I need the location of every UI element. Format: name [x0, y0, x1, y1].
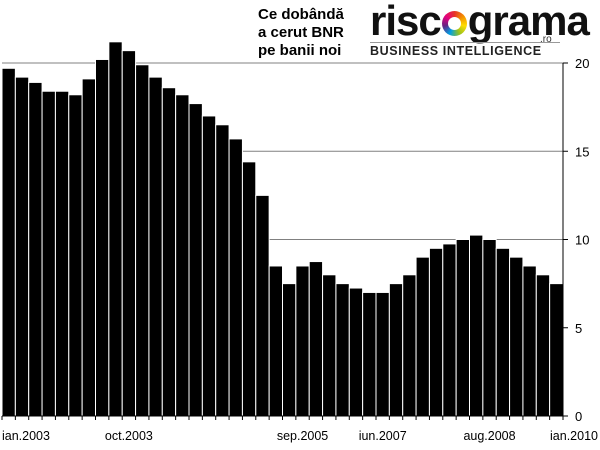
bar: [135, 64, 150, 417]
bar: [201, 115, 217, 417]
bar: [522, 265, 537, 417]
title-line-3: pe banii noi: [258, 42, 342, 59]
bar: [282, 283, 297, 417]
y-tick-label: 5: [575, 321, 582, 336]
logo-word-right: grama: [467, 0, 590, 44]
bar: [81, 78, 97, 417]
bar: [241, 161, 257, 417]
bar: [268, 265, 283, 417]
bar: [322, 274, 337, 417]
logo-tagline: BUSINESS INTELLIGENCE: [370, 44, 542, 58]
bar: [415, 256, 430, 417]
title-line-2: a cerut BNR: [258, 24, 344, 41]
bar: [161, 87, 177, 417]
bar: [388, 283, 404, 417]
logo-divider: [370, 42, 560, 43]
bar: [175, 94, 190, 417]
y-tick-label: 0: [575, 409, 582, 424]
bar: [215, 124, 230, 417]
y-tick-label: 20: [575, 56, 589, 71]
bar: [469, 234, 484, 417]
bar: [335, 283, 350, 417]
x-tick-label: sep.2005: [277, 429, 328, 443]
bar: [308, 261, 324, 417]
x-tick-label: iun.2007: [359, 429, 407, 443]
logo-wordmark: risc grama: [370, 0, 590, 44]
riscograma-logo: risc grama .ro BUSINESS INTELLIGENCE: [370, 0, 590, 60]
x-tick-label: oct.2003: [105, 429, 153, 443]
chart-title: Ce dobândă a cerut BNR pe banii noi: [258, 6, 344, 60]
bar: [402, 274, 417, 417]
y-tick-label: 15: [575, 144, 589, 159]
bar: [549, 283, 564, 417]
bar: [428, 247, 444, 417]
bar: [68, 94, 83, 417]
bar: [108, 41, 123, 417]
bar: [535, 274, 551, 417]
bar: [121, 50, 137, 417]
x-tick-label: ian.2010: [550, 429, 598, 443]
bar: [95, 58, 110, 417]
x-tick-label: aug.2008: [463, 429, 515, 443]
bar: [1, 67, 16, 417]
bar: [255, 194, 270, 417]
title-line-1: Ce dobândă: [258, 6, 344, 23]
bar: [348, 287, 364, 417]
bar: [495, 247, 511, 417]
bar: [54, 90, 70, 417]
bar: [455, 239, 470, 417]
bar: [188, 103, 203, 417]
bar: [362, 291, 377, 417]
bar: [509, 256, 524, 417]
bar: [228, 138, 243, 417]
logo-tld: .ro: [540, 34, 552, 45]
bar: [14, 76, 30, 417]
bar: [295, 265, 310, 417]
bar: [442, 243, 457, 417]
x-tick-label: ian.2003: [2, 429, 50, 443]
logo-ring-icon: [441, 11, 467, 36]
bar: [28, 81, 43, 417]
y-tick-label: 10: [575, 233, 589, 248]
bar: [148, 76, 163, 417]
bar: [375, 291, 390, 417]
logo-word-left: risc: [370, 0, 442, 44]
bar: [41, 90, 56, 417]
bar: [482, 239, 497, 417]
